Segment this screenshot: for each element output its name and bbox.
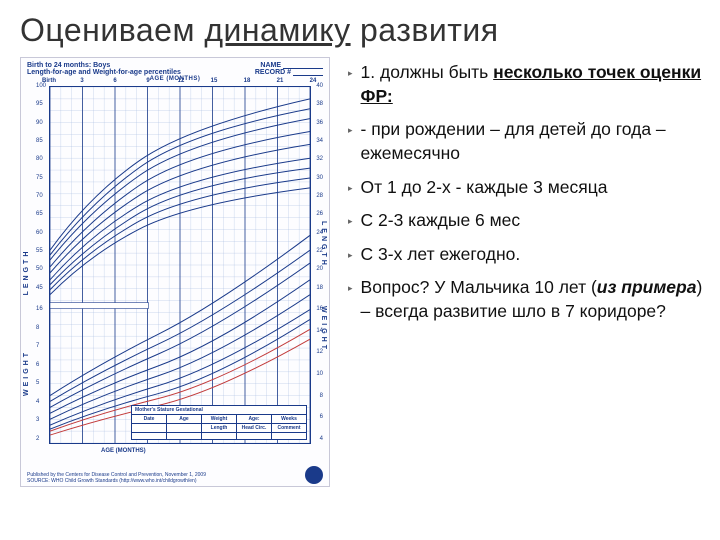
ytick-left-label: 80 <box>36 156 43 162</box>
ytick-left-weight: 6 <box>36 362 39 368</box>
side-left-weight: WEIGHT <box>23 350 30 396</box>
ytick-right-label: 24 <box>316 230 323 236</box>
ytick-right-weight: 12 <box>316 349 323 355</box>
ytick-left-label: 45 <box>36 285 43 291</box>
info-table-row: Date Age Weight Age: Weeks <box>132 415 306 424</box>
bullet-mark-icon: ▸ <box>348 61 353 108</box>
title-part3: развития <box>351 12 499 48</box>
ytick-left-weight: 8 <box>36 325 39 331</box>
ytick-left-weight: 7 <box>36 343 39 349</box>
slide-title: Оцениваем динамику развития <box>0 0 720 57</box>
ytick-right-weight: 8 <box>320 393 323 399</box>
bullet-text: С 3-х лет ежегодно. <box>361 243 521 267</box>
name-label: NAME <box>260 62 281 69</box>
chart-info-table: Mother's Stature Gestational Date Age We… <box>131 405 307 440</box>
bullet-text: От 1 до 2-х - каждые 3 месяца <box>361 176 608 200</box>
chart-footer: Published by the Centers for Disease Con… <box>27 466 323 484</box>
ytick-left-weight: 4 <box>36 399 39 405</box>
chart-grid-area <box>49 86 311 444</box>
ytick-left-label: 85 <box>36 138 43 144</box>
ytick-left-weight: 2 <box>36 436 39 442</box>
xtick-label: 6 <box>113 78 116 84</box>
chart-header: Birth to 24 months: Boys Length-for-age … <box>21 58 329 78</box>
bullet-text: - при рождении – для детей до года – еже… <box>361 118 708 165</box>
chart-svg <box>50 87 310 443</box>
bullet-item: ▸ 1. должны быть несколько точек оценки … <box>348 61 708 108</box>
bullet-mark-icon: ▸ <box>348 209 353 233</box>
ytick-right-weight: 16 <box>316 306 323 312</box>
title-part1: Оцениваем <box>20 12 204 48</box>
ytick-left-label: 100 <box>36 83 46 89</box>
xtick-label: 9 <box>146 78 149 84</box>
ytick-right-label: 22 <box>316 248 323 254</box>
ytick-right-label: 18 <box>316 285 323 291</box>
ytick-left-label: 75 <box>36 175 43 181</box>
ytick-left-label: 70 <box>36 193 43 199</box>
bullet-text: 1. должны быть несколько точек оценки ФР… <box>361 61 708 108</box>
ytick-right-label: 20 <box>316 266 323 272</box>
chart-header-right: NAME RECORD # <box>255 62 323 76</box>
bullet-mark-icon: ▸ <box>348 276 353 323</box>
ytick-left-label: 90 <box>36 120 43 126</box>
title-underlined: динамику <box>204 12 350 48</box>
bullet-text: С 2-3 каждые 6 мес <box>361 209 521 233</box>
chart-header-line1: Birth to 24 months: Boys <box>27 62 181 69</box>
xtick-label: 3 <box>80 78 83 84</box>
bullet-item: ▸ Вопрос? У Мальчика 10 лет (из примера)… <box>348 276 708 323</box>
ytick-right-label: 34 <box>316 138 323 144</box>
xtick-label: 21 <box>277 78 284 84</box>
ytick-left-label: 50 <box>36 266 43 272</box>
ytick-left-weight: 16 <box>36 306 43 312</box>
bullet-item: ▸ - при рождении – для детей до года – е… <box>348 118 708 165</box>
xtick-label: 15 <box>211 78 218 84</box>
side-right-length: LENGTH <box>320 221 327 268</box>
ytick-right-label: 28 <box>316 193 323 199</box>
side-left-length: LENGTH <box>23 249 30 296</box>
bullet-item: ▸ От 1 до 2-х - каждые 3 месяца <box>348 176 708 200</box>
ytick-right-weight: 6 <box>320 414 323 420</box>
ytick-right-label: 32 <box>316 156 323 162</box>
info-table-row: Length Head Circ. Comment <box>132 424 306 433</box>
ytick-left-weight: 5 <box>36 380 39 386</box>
axis-bottom-label: AGE (MONTHS) <box>101 448 146 454</box>
ytick-right-label: 40 <box>316 83 323 89</box>
ytick-left-label: 65 <box>36 211 43 217</box>
ytick-right-weight: 10 <box>316 371 323 377</box>
ytick-left-label: 95 <box>36 101 43 107</box>
bullet-item: ▸ С 2-3 каждые 6 мес <box>348 209 708 233</box>
bullet-mark-icon: ▸ <box>348 176 353 200</box>
bullet-item: ▸ С 3-х лет ежегодно. <box>348 243 708 267</box>
info-table-row <box>132 433 306 439</box>
chart-header-left: Birth to 24 months: Boys Length-for-age … <box>27 62 181 76</box>
ytick-right-weight: 14 <box>316 328 323 334</box>
xtick-label: 18 <box>244 78 251 84</box>
content-row: Birth to 24 months: Boys Length-for-age … <box>0 57 720 487</box>
chart-footer-text: Published by the Centers for Disease Con… <box>27 472 206 484</box>
bullet-text: Вопрос? У Мальчика 10 лет (из примера) –… <box>361 276 708 323</box>
bullet-mark-icon: ▸ <box>348 118 353 165</box>
ytick-right-label: 26 <box>316 211 323 217</box>
info-table-title: Mother's Stature Gestational <box>132 406 306 415</box>
ytick-right-label: 36 <box>316 120 323 126</box>
ytick-left-label: 60 <box>36 230 43 236</box>
bullets-list: ▸ 1. должны быть несколько точек оценки … <box>348 57 708 487</box>
growth-chart: Birth to 24 months: Boys Length-for-age … <box>20 57 330 487</box>
ytick-left-weight: 3 <box>36 417 39 423</box>
ytick-right-label: 30 <box>316 175 323 181</box>
record-label: RECORD # <box>255 69 291 76</box>
ytick-left-label: 55 <box>36 248 43 254</box>
cdc-logo-icon <box>305 466 323 484</box>
xtick-label: 12 <box>178 78 185 84</box>
footer-line2: SOURCE: WHO Child Growth Standards (http… <box>27 478 206 484</box>
ytick-right-weight: 4 <box>320 436 323 442</box>
chart-header-line2: Length-for-age and Weight-for-age percen… <box>27 69 181 76</box>
bullet-mark-icon: ▸ <box>348 243 353 267</box>
ytick-right-label: 38 <box>316 101 323 107</box>
